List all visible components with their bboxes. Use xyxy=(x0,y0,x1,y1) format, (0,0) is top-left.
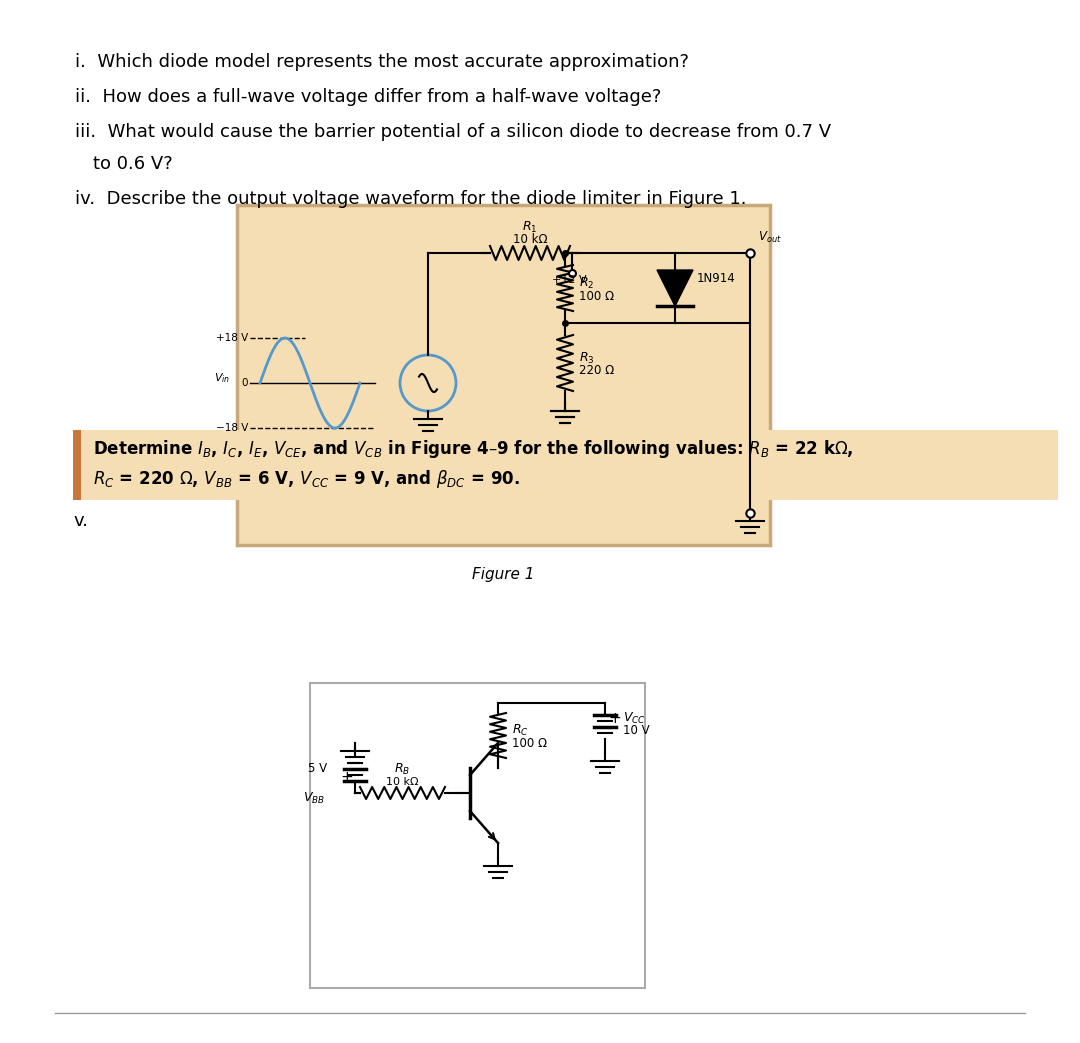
Text: 1N914: 1N914 xyxy=(697,271,735,285)
FancyBboxPatch shape xyxy=(237,205,770,545)
Text: i.  Which diode model represents the most accurate approximation?: i. Which diode model represents the most… xyxy=(75,53,689,71)
Text: v.: v. xyxy=(73,512,87,530)
Text: $R_C$: $R_C$ xyxy=(512,723,529,738)
Text: Determine $I_B$, $I_C$, $I_E$, $V_{CE}$, and $V_{CB}$ in Figure 4–9 for the foll: Determine $I_B$, $I_C$, $I_E$, $V_{CE}$,… xyxy=(93,438,853,460)
Text: iii.  What would cause the barrier potential of a silicon diode to decrease from: iii. What would cause the barrier potent… xyxy=(75,123,832,141)
Text: 100 Ω: 100 Ω xyxy=(579,290,615,302)
Text: $V_{BB}$: $V_{BB}$ xyxy=(303,791,325,805)
Text: −18 V: −18 V xyxy=(216,423,248,433)
Text: 10 kΩ: 10 kΩ xyxy=(513,233,548,246)
Text: 220 Ω: 220 Ω xyxy=(579,364,615,378)
Text: $R_B$: $R_B$ xyxy=(394,761,410,777)
Text: +18 V: +18 V xyxy=(216,333,248,343)
Text: $V_{in}$: $V_{in}$ xyxy=(214,371,230,385)
Text: $V_{CC}$: $V_{CC}$ xyxy=(623,710,646,726)
Text: 10 kΩ: 10 kΩ xyxy=(387,777,419,787)
Text: +12 V: +12 V xyxy=(552,275,586,285)
FancyBboxPatch shape xyxy=(73,430,81,500)
FancyBboxPatch shape xyxy=(310,683,645,988)
Text: $R_C$ = 220 $\Omega$, $V_{BB}$ = 6 V, $V_{CC}$ = 9 V, and $\beta_{DC}$ = 90.: $R_C$ = 220 $\Omega$, $V_{BB}$ = 6 V, $V… xyxy=(93,468,519,490)
Text: $R_3$: $R_3$ xyxy=(579,350,595,365)
Text: $R_2$: $R_2$ xyxy=(579,275,594,291)
Text: to 0.6 V?: to 0.6 V? xyxy=(93,155,173,173)
Text: 0: 0 xyxy=(242,378,248,388)
Text: ii.  How does a full-wave voltage differ from a half-wave voltage?: ii. How does a full-wave voltage differ … xyxy=(75,88,661,106)
Text: 5 V: 5 V xyxy=(308,762,327,776)
Text: $R_1$: $R_1$ xyxy=(523,220,538,235)
Text: 10 V: 10 V xyxy=(623,725,650,737)
FancyBboxPatch shape xyxy=(73,430,1058,500)
Text: +: + xyxy=(608,711,621,726)
Text: iv.  Describe the output voltage waveform for the diode limiter in Figure 1.: iv. Describe the output voltage waveform… xyxy=(75,190,746,208)
Text: Figure 1: Figure 1 xyxy=(472,567,535,582)
Text: +: + xyxy=(340,770,353,785)
Text: 100 Ω: 100 Ω xyxy=(512,737,548,750)
Text: $V_{out}$: $V_{out}$ xyxy=(758,229,782,245)
Polygon shape xyxy=(657,270,693,306)
